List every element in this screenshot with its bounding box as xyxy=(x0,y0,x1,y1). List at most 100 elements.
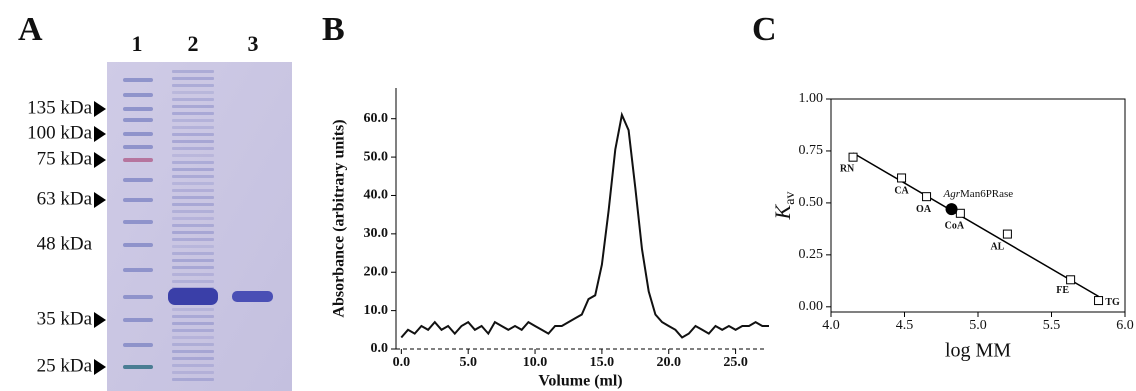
x-tick-label: 6.0 xyxy=(1116,318,1134,333)
marker-label: 48 kDa xyxy=(37,233,93,254)
gel-band xyxy=(172,210,214,213)
gel-band xyxy=(123,118,153,122)
y-tick-label: 0.50 xyxy=(799,195,824,210)
gel-band xyxy=(172,231,214,234)
gel-band xyxy=(123,145,153,149)
marker-label: 75 kDa xyxy=(37,148,93,169)
x-tick-label: 4.5 xyxy=(896,318,914,333)
plot-frame xyxy=(831,99,1125,312)
gel-band xyxy=(172,280,214,283)
y-tick-label: 50.0 xyxy=(364,149,389,164)
gel-band xyxy=(172,196,214,199)
gel-band xyxy=(172,329,214,332)
panel-label: C xyxy=(752,11,777,48)
gel-band xyxy=(123,268,153,272)
gel-band xyxy=(172,140,214,143)
sample-label: AgrMan6PRase xyxy=(943,188,1014,200)
marker-label: 35 kDa xyxy=(37,308,93,329)
gel-band xyxy=(172,238,214,241)
gel-band xyxy=(123,132,153,136)
gel-band xyxy=(172,224,214,227)
marker-arrow xyxy=(94,312,106,328)
marker-arrow xyxy=(94,359,106,375)
y-tick-label: 20.0 xyxy=(364,264,389,279)
sample-label-rest: Man6PRase xyxy=(960,188,1013,200)
gel-band xyxy=(172,203,214,206)
x-tick-label: 10.0 xyxy=(523,355,548,370)
gel-band xyxy=(123,107,153,111)
panel-label: B xyxy=(322,11,345,48)
standard-point xyxy=(956,209,964,217)
gel-band xyxy=(232,291,273,302)
gel-band xyxy=(172,119,214,122)
gel-band xyxy=(172,84,214,87)
y-axis-label: Absorbance (arbitrary units) xyxy=(331,119,348,317)
gel-band xyxy=(172,168,214,171)
gel-band xyxy=(172,154,214,157)
point-label: CA xyxy=(894,185,909,196)
y-tick-label: 0.75 xyxy=(799,143,824,158)
x-axis-label: Volume (ml) xyxy=(538,373,622,390)
gel-band xyxy=(168,288,218,305)
gel-band xyxy=(172,343,214,346)
marker-label: 25 kDa xyxy=(37,355,93,376)
sample-point xyxy=(946,203,958,215)
figure: A 1 2 3 135 kDa 100 kDa 75 kDa 63 kDa 48 kDa 35 … xyxy=(0,0,1136,391)
gel-band xyxy=(172,336,214,339)
y-tick-label: 0.00 xyxy=(799,299,824,314)
gel-band xyxy=(172,147,214,150)
x-tick-label: 4.0 xyxy=(822,318,840,333)
marker-arrow xyxy=(94,152,106,168)
x-tick-label: 15.0 xyxy=(590,355,615,370)
point-label: FE xyxy=(1056,285,1069,296)
gel-band xyxy=(123,318,153,322)
marker-label: 63 kDa xyxy=(37,188,93,209)
gel-band xyxy=(172,259,214,262)
gel-band xyxy=(172,266,214,269)
marker-arrow xyxy=(94,126,106,142)
gel-band xyxy=(172,70,214,73)
y-tick-label: 60.0 xyxy=(364,111,389,126)
marker-label: 100 kDa xyxy=(27,122,92,143)
x-tick-label: 25.0 xyxy=(723,355,748,370)
gel-band xyxy=(172,175,214,178)
gel-band xyxy=(123,365,153,369)
x-axis-label: log MM xyxy=(945,340,1011,362)
y-axis-label-sub: av xyxy=(783,192,798,205)
gel-band xyxy=(172,91,214,94)
x-tick-label: 5.0 xyxy=(459,355,477,370)
gel-band xyxy=(123,178,153,182)
gel-band xyxy=(172,350,214,353)
sample-label-italic: Agr xyxy=(943,188,961,200)
standard-point xyxy=(1003,230,1011,238)
gel-band xyxy=(172,378,214,381)
x-tick-label: 5.0 xyxy=(969,318,987,333)
standard-point xyxy=(898,174,906,182)
gel-band xyxy=(123,220,153,224)
gel-band xyxy=(123,78,153,82)
marker-arrow xyxy=(94,101,106,117)
gel-band xyxy=(172,364,214,367)
x-tick-label: 0.0 xyxy=(393,355,411,370)
gel-band xyxy=(172,182,214,185)
gel-band xyxy=(172,105,214,108)
lane-label: 3 xyxy=(248,31,259,56)
marker-arrow xyxy=(94,192,106,208)
gel-band xyxy=(172,322,214,325)
marker-label: 135 kDa xyxy=(27,97,92,118)
point-label: AL xyxy=(990,241,1004,252)
gel-band xyxy=(172,371,214,374)
trace xyxy=(401,115,769,338)
lane-label: 2 xyxy=(188,31,199,56)
gel-band xyxy=(123,343,153,347)
gel-band xyxy=(172,112,214,115)
fit-line xyxy=(853,153,1098,296)
gel-band xyxy=(172,252,214,255)
standard-point xyxy=(1067,276,1075,284)
gel-band xyxy=(123,198,153,202)
gel-band xyxy=(172,161,214,164)
panel-label: A xyxy=(18,11,43,48)
lane-label: 1 xyxy=(132,31,143,56)
gel-band xyxy=(123,158,153,162)
point-label: RN xyxy=(840,163,855,174)
